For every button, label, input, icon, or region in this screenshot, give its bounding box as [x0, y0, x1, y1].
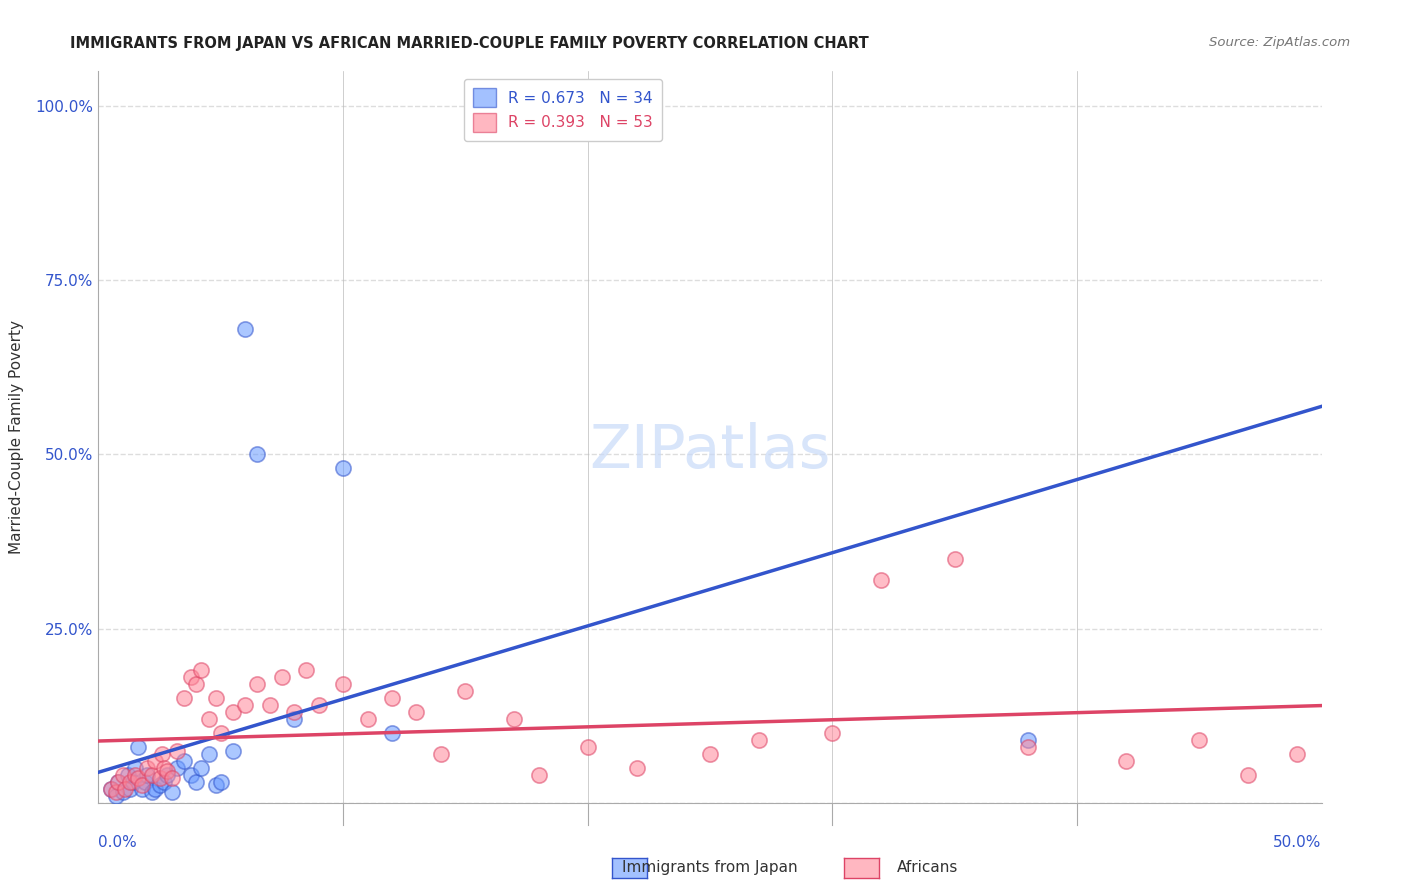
- Point: [131, 778, 153, 792]
- Point: [295, 664, 318, 678]
- Point: [156, 764, 179, 779]
- Point: [699, 747, 721, 761]
- Point: [111, 785, 134, 799]
- Point: [209, 775, 232, 789]
- Point: [527, 768, 550, 782]
- Point: [233, 322, 256, 336]
- Point: [173, 691, 195, 706]
- Point: [222, 743, 245, 757]
- Point: [626, 761, 648, 775]
- Point: [1017, 740, 1039, 755]
- Point: [270, 670, 294, 684]
- Point: [134, 775, 156, 789]
- Point: [186, 677, 208, 691]
- Point: [259, 698, 281, 713]
- Text: 50.0%: 50.0%: [1274, 836, 1322, 850]
- Point: [1115, 754, 1137, 768]
- Point: [117, 768, 139, 782]
- Point: [246, 448, 269, 462]
- Point: [283, 712, 305, 726]
- Point: [356, 712, 378, 726]
- Point: [870, 573, 893, 587]
- Point: [821, 726, 844, 740]
- Point: [104, 789, 127, 803]
- Point: [186, 775, 208, 789]
- Point: [503, 712, 526, 726]
- Point: [197, 747, 219, 761]
- Point: [222, 705, 245, 719]
- Point: [943, 552, 966, 566]
- Text: Immigrants from Japan: Immigrants from Japan: [623, 860, 797, 874]
- Point: [576, 740, 599, 755]
- Point: [246, 677, 269, 691]
- Text: Africans: Africans: [897, 860, 959, 874]
- Point: [107, 775, 129, 789]
- Point: [143, 781, 166, 796]
- Point: [748, 733, 770, 747]
- Point: [149, 772, 172, 786]
- Point: [283, 705, 305, 719]
- Point: [166, 761, 188, 775]
- Point: [100, 781, 122, 796]
- Point: [100, 781, 122, 796]
- Point: [197, 712, 219, 726]
- Point: [127, 772, 149, 786]
- Point: [233, 698, 256, 713]
- Point: [121, 775, 143, 789]
- Text: ZIPatlas: ZIPatlas: [589, 422, 831, 481]
- Point: [143, 754, 166, 768]
- Point: [205, 691, 228, 706]
- Point: [127, 740, 149, 755]
- Point: [1017, 733, 1039, 747]
- Point: [124, 768, 146, 782]
- Point: [136, 761, 159, 775]
- Point: [205, 778, 228, 792]
- Point: [111, 768, 134, 782]
- Text: 0.0%: 0.0%: [98, 836, 138, 850]
- Point: [153, 775, 176, 789]
- Text: Source: ZipAtlas.com: Source: ZipAtlas.com: [1209, 36, 1350, 49]
- Point: [180, 768, 202, 782]
- Point: [180, 670, 202, 684]
- Text: IMMIGRANTS FROM JAPAN VS AFRICAN MARRIED-COUPLE FAMILY POVERTY CORRELATION CHART: IMMIGRANTS FROM JAPAN VS AFRICAN MARRIED…: [70, 36, 869, 51]
- Point: [166, 743, 188, 757]
- Point: [190, 761, 212, 775]
- Point: [1286, 747, 1309, 761]
- Point: [124, 761, 146, 775]
- Point: [156, 768, 179, 782]
- Point: [209, 726, 232, 740]
- Point: [107, 775, 129, 789]
- Point: [430, 747, 453, 761]
- Point: [308, 698, 330, 713]
- Point: [1237, 768, 1260, 782]
- Point: [1188, 733, 1211, 747]
- Point: [114, 781, 136, 796]
- Point: [173, 754, 195, 768]
- Point: [190, 664, 212, 678]
- Point: [120, 775, 142, 789]
- Point: [141, 785, 163, 799]
- Point: [141, 768, 163, 782]
- Point: [104, 785, 127, 799]
- Y-axis label: Married-Couple Family Poverty: Married-Couple Family Poverty: [10, 320, 24, 554]
- Point: [332, 677, 354, 691]
- Point: [131, 781, 153, 796]
- Point: [136, 768, 159, 782]
- Legend: R = 0.673   N = 34, R = 0.393   N = 53: R = 0.673 N = 34, R = 0.393 N = 53: [464, 79, 662, 141]
- Point: [160, 772, 183, 786]
- Point: [153, 761, 176, 775]
- Point: [454, 684, 477, 698]
- Point: [381, 691, 404, 706]
- Point: [332, 461, 354, 475]
- Point: [150, 747, 173, 761]
- Point: [120, 781, 142, 796]
- Point: [160, 785, 183, 799]
- Point: [149, 778, 172, 792]
- Point: [381, 726, 404, 740]
- Point: [405, 705, 427, 719]
